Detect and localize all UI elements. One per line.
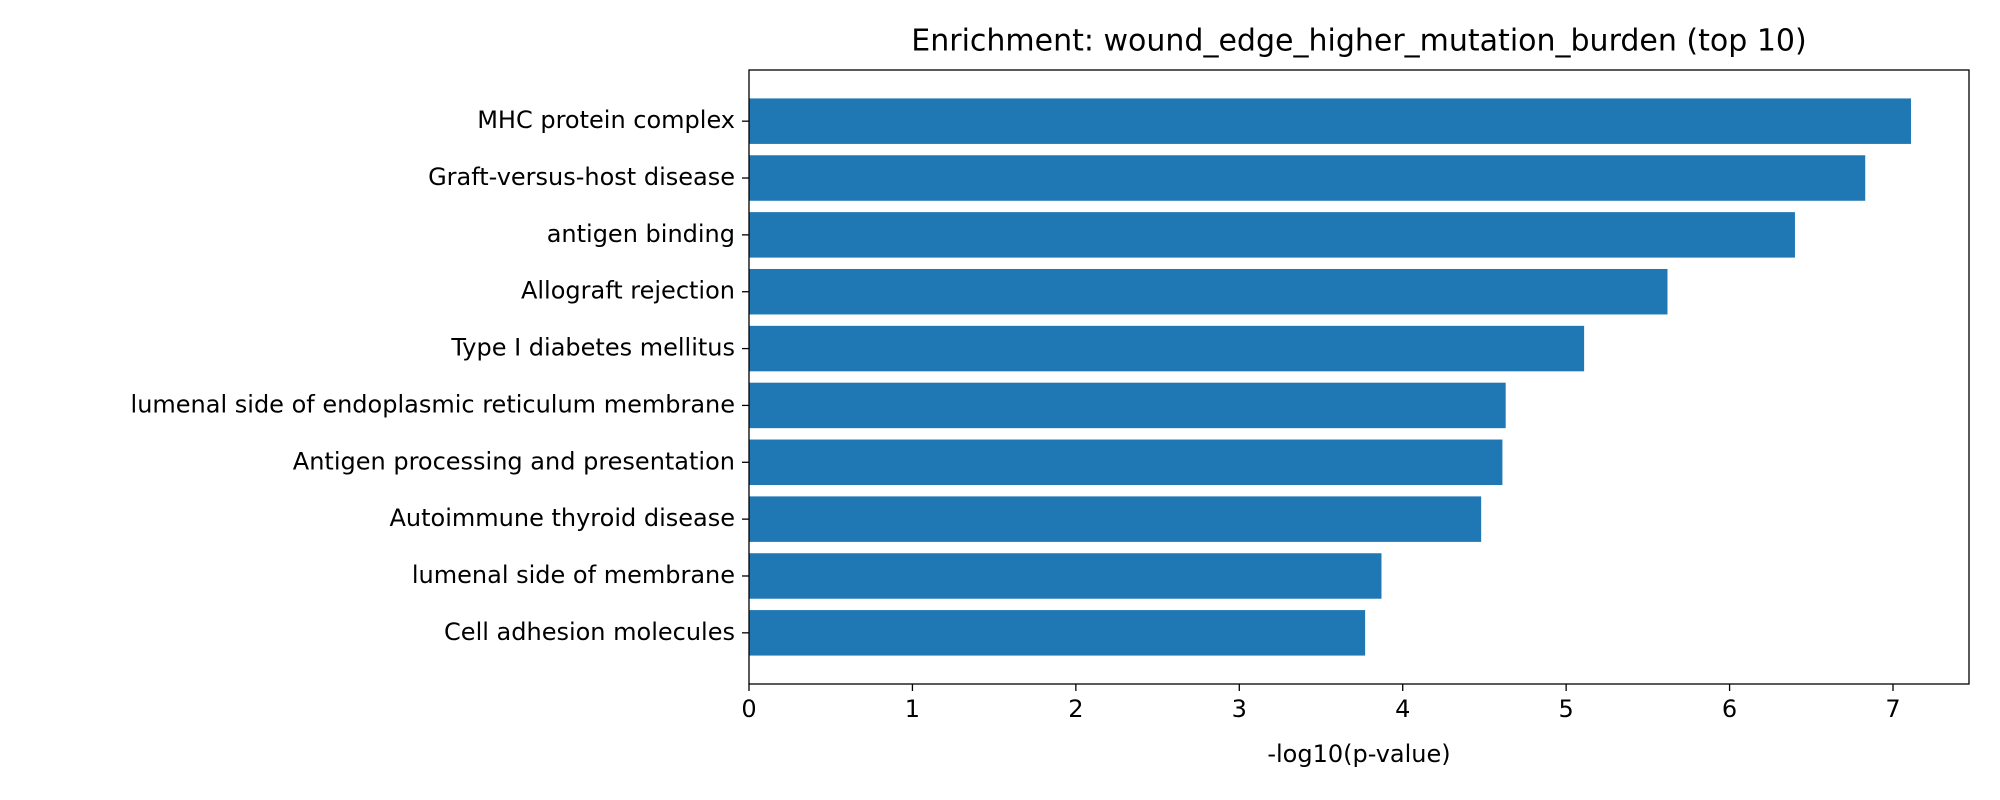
x-tick-label: 5 bbox=[1559, 695, 1574, 723]
plot-frame bbox=[748, 69, 1970, 685]
x-tick-label: 0 bbox=[741, 695, 756, 723]
x-axis-label: -log10(p-value) bbox=[1267, 740, 1450, 768]
bar bbox=[749, 439, 1503, 486]
bar bbox=[749, 155, 1866, 201]
bar bbox=[749, 268, 1668, 315]
y-tick-label: Cell adhesion molecules bbox=[444, 618, 735, 646]
bar bbox=[749, 610, 1366, 656]
x-tick-label: 2 bbox=[1068, 695, 1083, 723]
bar bbox=[749, 496, 1482, 542]
x-tick-label: 4 bbox=[1395, 695, 1410, 723]
y-tick-label: antigen binding bbox=[547, 220, 735, 248]
y-tick-label: Autoimmune thyroid disease bbox=[390, 504, 736, 532]
x-tick-label: 6 bbox=[1722, 695, 1737, 723]
y-tick-label: MHC protein complex bbox=[477, 106, 735, 134]
bar bbox=[749, 98, 1911, 144]
y-tick-label: Type I diabetes mellitus bbox=[450, 334, 735, 362]
bar bbox=[749, 212, 1795, 258]
chart-title: Enrichment: wound_edge_higher_mutation_b… bbox=[911, 24, 1806, 59]
y-tick-label: lumenal side of endoplasmic reticulum me… bbox=[131, 390, 735, 418]
x-tick-label: 1 bbox=[905, 695, 920, 723]
bar bbox=[749, 325, 1585, 372]
y-tick-label: Graft-versus-host disease bbox=[428, 163, 735, 191]
bar bbox=[749, 553, 1382, 599]
bar bbox=[749, 382, 1506, 429]
y-tick-label: lumenal side of membrane bbox=[412, 561, 735, 589]
y-tick-label: Allograft rejection bbox=[521, 277, 735, 305]
x-tick-label: 7 bbox=[1885, 695, 1900, 723]
y-tick-label: Antigen processing and presentation bbox=[293, 447, 735, 475]
x-tick-label: 3 bbox=[1232, 695, 1247, 723]
